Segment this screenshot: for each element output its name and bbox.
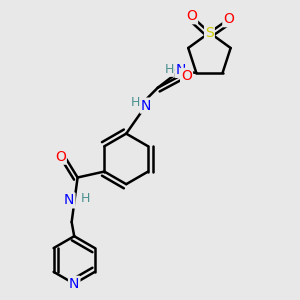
Text: H: H (164, 63, 174, 76)
Text: O: O (223, 12, 234, 26)
Text: N: N (176, 63, 186, 77)
Text: N: N (141, 99, 151, 112)
Text: S: S (205, 26, 214, 40)
Text: N: N (69, 277, 80, 291)
Text: O: O (181, 69, 192, 83)
Text: H: H (131, 96, 140, 109)
Text: O: O (55, 150, 66, 164)
Text: H: H (81, 192, 91, 205)
Text: N: N (64, 194, 74, 207)
Text: O: O (186, 9, 197, 23)
